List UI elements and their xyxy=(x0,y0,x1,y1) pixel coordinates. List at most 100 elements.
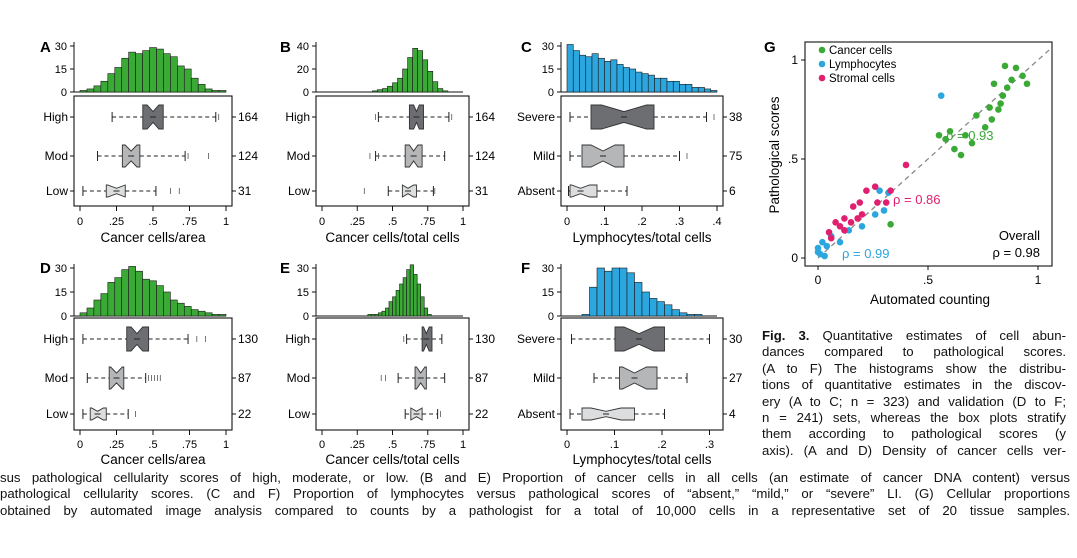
scatter-point xyxy=(882,199,890,206)
x-tick-label: .25 xyxy=(350,216,365,228)
hist-bar xyxy=(377,89,383,93)
caption-line: axis). (A and D) Density of cancer cells… xyxy=(762,442,1066,458)
hist-bar xyxy=(697,87,705,93)
group-label: Mild xyxy=(533,371,555,385)
x-tick-label: 0 xyxy=(77,216,83,228)
hist-y-tick-label: 0 xyxy=(61,87,67,99)
hist-bar xyxy=(114,67,123,93)
scatter-point xyxy=(874,199,881,206)
figure-caption-bottom: sus pathological cellularity scores of h… xyxy=(0,470,1070,519)
scatter-point xyxy=(814,248,822,256)
group-label: Mod xyxy=(287,371,310,385)
hist-bar xyxy=(406,269,411,317)
legend-label: Cancer cells xyxy=(829,45,893,57)
x-tick-label: .5 xyxy=(148,216,157,228)
hist-bar xyxy=(387,85,393,93)
y-tick-label: 1 xyxy=(791,53,798,67)
hist-bar xyxy=(597,57,605,93)
hist-bar xyxy=(672,80,680,93)
group-count: 38 xyxy=(729,110,743,124)
hist-bar xyxy=(107,73,116,93)
hist-bar xyxy=(382,88,388,93)
hist-bar xyxy=(402,68,408,93)
group-count: 87 xyxy=(475,371,489,385)
scatter-point xyxy=(995,106,1002,113)
hist-bar xyxy=(691,87,699,93)
rho-cancer: ρ = 0.93 xyxy=(946,128,994,143)
legend-marker xyxy=(818,74,826,82)
group-label: Mild xyxy=(533,149,555,163)
y-tick-label: .5 xyxy=(788,152,798,166)
scatter-point xyxy=(858,211,866,218)
caption-line: them according to pathological scores (y xyxy=(762,426,1066,442)
hist-bar xyxy=(585,56,593,93)
hist-bar xyxy=(437,88,444,93)
hist-bar xyxy=(197,310,206,317)
hist-bar xyxy=(610,59,618,93)
hist-bar xyxy=(686,314,695,317)
hist-bar xyxy=(93,85,102,93)
hist-bar xyxy=(177,302,185,317)
hist-bar xyxy=(79,312,88,317)
scatter-point xyxy=(902,161,910,169)
hist-bar xyxy=(649,298,658,317)
scatter-point xyxy=(871,183,879,191)
hist-y-tick-label: 0 xyxy=(548,87,554,99)
hist-y-tick-label: 15 xyxy=(297,287,309,299)
figure-caption-side: Fig. 3. Quantitative estimates of cell a… xyxy=(762,328,1066,459)
group-label: Severe xyxy=(517,110,555,124)
caption-line: Fig. 3. Quantitative estimates of cell a… xyxy=(762,328,1066,343)
x-tick-label: .5 xyxy=(148,439,157,451)
group-label: High xyxy=(285,332,310,346)
hist-bar xyxy=(566,44,574,93)
hist-bar xyxy=(671,309,680,317)
scatter-point xyxy=(986,104,993,111)
panel-letter: A xyxy=(40,39,51,56)
group-label: Mod xyxy=(287,149,310,163)
box-plot-frame xyxy=(315,317,470,431)
x-tick-label: 1 xyxy=(1035,273,1042,287)
x-tick-label: .25 xyxy=(350,439,365,451)
hist-bar xyxy=(647,74,655,93)
x-tick-label: .5 xyxy=(388,216,397,228)
hist-bar xyxy=(392,82,398,93)
hist-bar xyxy=(409,264,414,317)
group-label: High xyxy=(285,110,310,124)
hist-bar xyxy=(412,47,418,93)
hist-bar xyxy=(704,88,712,93)
x-tick-label: 1 xyxy=(223,216,229,228)
hist-y-tick-label: 40 xyxy=(297,41,309,53)
panel-letter: C xyxy=(521,39,532,56)
x-tick-label: .2 xyxy=(657,439,666,451)
scatter-point xyxy=(836,238,844,246)
legend-marker xyxy=(818,46,826,54)
hist-y-tick-label: 30 xyxy=(55,263,67,275)
hist-bar xyxy=(679,312,688,317)
panel-letter: G xyxy=(764,39,776,56)
caption-line: sus pathological cellularity scores of h… xyxy=(0,470,1070,485)
notched-box xyxy=(619,366,658,390)
hist-bar xyxy=(635,71,643,93)
scatter-point xyxy=(968,139,976,147)
hist-bar xyxy=(372,90,378,93)
hist-bar xyxy=(163,291,171,317)
hist-bar xyxy=(218,90,227,93)
hist-bar xyxy=(641,291,650,317)
hist-bar xyxy=(204,312,213,317)
scatter-point xyxy=(819,238,826,246)
hist-y-tick-label: 30 xyxy=(542,41,554,53)
hist-bar xyxy=(378,312,383,317)
scatter-point xyxy=(854,215,861,222)
hist-y-tick-label: 0 xyxy=(303,87,309,99)
hist-bar xyxy=(413,274,418,317)
group-label: Mod xyxy=(45,371,68,385)
scatter-point xyxy=(856,199,864,206)
hist-bar xyxy=(183,68,192,93)
scatter-point xyxy=(858,223,866,230)
scatter-point xyxy=(957,151,965,159)
caption-line: n = 241) sets, whereas the box plots str… xyxy=(762,410,1066,426)
hist-bar xyxy=(190,77,199,93)
hist-bar xyxy=(385,307,390,317)
group-count: 22 xyxy=(475,407,489,421)
group-label: High xyxy=(43,332,68,346)
